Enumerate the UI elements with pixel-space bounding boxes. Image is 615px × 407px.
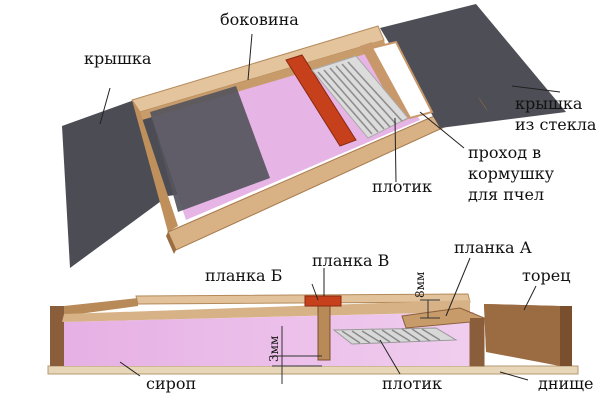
left-end-wall <box>50 306 64 366</box>
label-strip-b: планка Б <box>205 266 282 285</box>
syrup-layer <box>62 312 474 366</box>
label-passage-3: для пчел <box>468 185 544 204</box>
label-gap-top: 8мм <box>413 272 427 298</box>
label-strip-a: планка А <box>454 238 532 257</box>
label-syrup: сироп <box>146 374 196 393</box>
label-end-wall: торец <box>522 266 570 285</box>
label-lid: крышка <box>84 49 152 68</box>
label-passage-1: проход в <box>468 143 541 162</box>
end-wall-right <box>478 96 488 112</box>
label-bottom: днище <box>538 374 594 393</box>
top-view: боковина крышка крышка из стекла проход … <box>62 4 597 268</box>
label-passage-2: кормушку <box>468 164 555 183</box>
label-side-wall: боковина <box>220 10 299 29</box>
red-strip <box>285 54 357 147</box>
middle-lid <box>150 86 270 212</box>
label-float-section: плотик <box>382 374 442 393</box>
strip-b <box>317 301 331 361</box>
section-float <box>332 327 458 345</box>
label-glass-lid-2: из стекла <box>515 115 597 134</box>
label-glass-lid-1: крышка <box>515 94 583 113</box>
label-strip-v: планка В <box>312 251 389 270</box>
label-gap-bottom: 3мм <box>267 336 281 362</box>
passage-opening <box>370 40 434 120</box>
top-float <box>311 55 409 139</box>
end-wall-left <box>132 100 178 232</box>
cross-section: планка Б планка В планка А торец 8мм 3мм… <box>47 238 594 393</box>
label-float-top: плотик <box>372 177 432 196</box>
glass-lid <box>380 4 566 128</box>
strip-v <box>304 295 342 307</box>
